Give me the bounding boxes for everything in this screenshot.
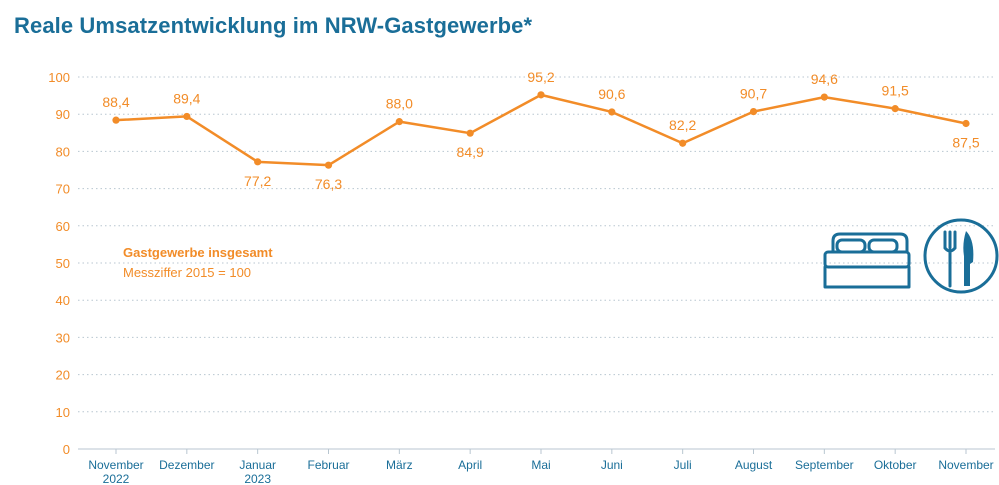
fork-knife-plate-icon (923, 218, 999, 294)
x-tick-label: Dezember (159, 458, 214, 472)
y-tick-label: 20 (56, 368, 70, 383)
y-tick-label: 90 (56, 107, 70, 122)
data-point (254, 158, 262, 166)
x-tick-label: Juni (601, 458, 623, 472)
y-tick-label: 70 (56, 182, 70, 197)
x-tick-label: Juli (674, 458, 692, 472)
data-label: 84,9 (457, 144, 484, 160)
x-tick-label: März (386, 458, 413, 472)
data-point (324, 161, 333, 169)
y-tick-label: 30 (56, 330, 70, 345)
data-point (183, 112, 191, 121)
y-tick-label: 80 (56, 144, 70, 159)
data-point (962, 119, 970, 128)
data-point (820, 93, 828, 101)
y-tick-label: 10 (56, 405, 70, 420)
x-tick-label: November 2022 (88, 458, 143, 485)
x-tick-label: Januar 2023 (239, 458, 276, 485)
x-tick-label: November (938, 458, 993, 472)
data-point (749, 107, 758, 116)
x-tick-label: Februar (307, 458, 349, 472)
data-label: 87,5 (952, 135, 979, 151)
y-tick-label: 50 (56, 256, 70, 271)
y-tick-label: 0 (63, 442, 70, 457)
chart-title: Reale Umsatzentwicklung im NRW-Gastgewer… (14, 13, 533, 38)
data-label: 90,6 (598, 86, 625, 102)
x-tick-label: Oktober (874, 458, 917, 472)
x-tick-label: September (795, 458, 854, 472)
data-label: 76,3 (315, 176, 342, 192)
data-point (537, 91, 545, 99)
y-tick-label: 40 (56, 293, 70, 308)
data-point (679, 139, 687, 147)
data-label: 82,2 (669, 117, 696, 133)
data-point (891, 105, 899, 113)
data-label: 88,0 (386, 96, 413, 112)
data-label: 88,4 (102, 94, 129, 110)
series-gastgewerbe (112, 91, 970, 169)
data-point (608, 108, 616, 116)
bed-icon (823, 232, 911, 289)
data-labels: 88,4 89,4 77,2 76,3 88,0 84,9 95,2 90,6 82,2 90,7… (102, 69, 979, 192)
data-point (466, 129, 474, 137)
x-tick-label: Mai (531, 458, 550, 472)
x-axis-ticks: November 2022 Dezember Januar 2023 Februar Mär… (88, 449, 994, 485)
data-label: 91,5 (882, 83, 909, 99)
data-label: 89,4 (173, 90, 200, 106)
data-label: 77,2 (244, 173, 271, 189)
grid-lines (78, 76, 995, 450)
x-tick-label: April (458, 458, 482, 472)
y-tick-label: 60 (56, 219, 70, 234)
series-line (114, 93, 968, 167)
legend-series-title: Gastgewerbe insgesamt (123, 245, 273, 260)
y-tick-label: 100 (48, 70, 70, 85)
data-label: 95,2 (527, 69, 554, 85)
data-point (112, 116, 120, 124)
y-axis-ticks: 0 10 20 30 40 50 60 70 80 90 100 (48, 70, 70, 457)
legend-series-subtitle: Messziffer 2015 = 100 (123, 265, 252, 280)
data-label: 94,6 (811, 71, 838, 87)
data-label: 90,7 (740, 86, 767, 102)
data-point (395, 118, 403, 126)
x-tick-label: August (735, 458, 773, 472)
